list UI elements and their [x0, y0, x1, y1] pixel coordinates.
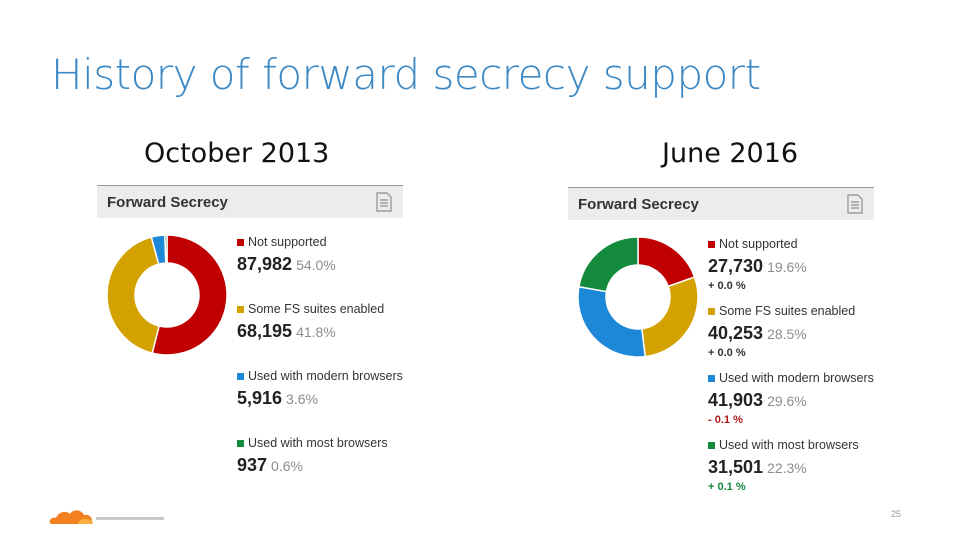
- legend-item-modern-browsers: Used with modern browsers 5,916 3.6%: [237, 369, 407, 409]
- document-icon[interactable]: [375, 192, 393, 212]
- donut-chart-2013: [106, 234, 228, 356]
- forward-secrecy-panel-2013: Forward Secrecy Not supported 87,982 54.0…: [97, 185, 403, 505]
- legend-label: Not supported: [719, 237, 798, 251]
- panel-header: Forward Secrecy: [97, 185, 403, 218]
- legend-item-modern-browsers: Used with modern browsers 41,903 29.6% - …: [708, 371, 878, 426]
- forward-secrecy-panel-2016: Forward Secrecy Not supported 27,730 19.6…: [568, 187, 874, 507]
- legend-item-some-fs: Some FS suites enabled 40,253 28.5% + 0.0…: [708, 304, 878, 359]
- slice-some-fs: [106, 236, 161, 355]
- slice-some-fs: [641, 276, 699, 358]
- slice-most-browsers: [164, 234, 168, 264]
- panel-title: Forward Secrecy: [107, 193, 228, 211]
- legend-label: Used with most browsers: [248, 436, 388, 450]
- panel-title: Forward Secrecy: [578, 195, 699, 213]
- legend-label: Used with modern browsers: [248, 369, 403, 383]
- legend-swatch: [708, 307, 715, 315]
- percent-value: 19.6%: [767, 259, 807, 275]
- legend-item-not-supported: Not supported 87,982 54.0%: [237, 235, 407, 275]
- legend-item-most-browsers: Used with most browsers 937 0.6%: [237, 436, 407, 476]
- change-value: + 0.1 %: [708, 481, 746, 493]
- count-value: 87,982: [237, 254, 293, 274]
- change-value: + 0.0 %: [708, 347, 746, 359]
- legend-swatch: [708, 441, 715, 449]
- slide-title: History of forward secrecy support: [51, 50, 761, 99]
- legend-item-not-supported: Not supported 27,730 19.6% + 0.0 %: [708, 237, 878, 292]
- legend-label: Not supported: [248, 235, 327, 249]
- percent-value: 54.0%: [296, 257, 336, 273]
- legend-item-most-browsers: Used with most browsers 31,501 22.3% + 0.…: [708, 438, 878, 493]
- slice-most-browsers: [578, 236, 639, 293]
- count-value: 5,916: [237, 388, 283, 408]
- legend-label: Some FS suites enabled: [719, 304, 856, 318]
- count-value: 27,730: [708, 256, 764, 276]
- percent-value: 41.8%: [296, 324, 336, 340]
- percent-value: 22.3%: [767, 460, 807, 476]
- cloud-logo: [49, 510, 164, 524]
- percent-value: 28.5%: [767, 326, 807, 342]
- change-value: - 0.1 %: [708, 414, 743, 426]
- slice-not-supported: [151, 234, 228, 356]
- count-value: 937: [237, 455, 268, 475]
- period-heading-right: June 2016: [662, 138, 799, 169]
- donut-chart-2016: [577, 236, 699, 358]
- legend-swatch: [708, 240, 715, 248]
- legend-swatch: [237, 439, 244, 447]
- percent-value: 0.6%: [271, 458, 303, 474]
- legend-swatch: [237, 305, 244, 313]
- page-number: 25: [891, 509, 902, 519]
- percent-value: 29.6%: [767, 393, 807, 409]
- legend-label: Used with modern browsers: [719, 371, 874, 385]
- change-value: + 0.0 %: [708, 280, 746, 292]
- legend-label: Some FS suites enabled: [248, 302, 385, 316]
- slice-modern-browsers: [577, 285, 647, 358]
- legend-item-some-fs: Some FS suites enabled 68,195 41.8%: [237, 302, 407, 342]
- legend-label: Used with most browsers: [719, 438, 859, 452]
- period-heading-left: October 2013: [144, 138, 330, 169]
- legend-swatch: [708, 374, 715, 382]
- count-value: 41,903: [708, 390, 764, 410]
- legend-swatch: [237, 238, 244, 246]
- panel-header: Forward Secrecy: [568, 187, 874, 220]
- count-value: 40,253: [708, 323, 764, 343]
- percent-value: 3.6%: [286, 391, 318, 407]
- count-value: 31,501: [708, 457, 764, 477]
- slice-not-supported: [637, 236, 696, 288]
- count-value: 68,195: [237, 321, 293, 341]
- document-icon[interactable]: [846, 194, 864, 214]
- legend-swatch: [237, 372, 244, 380]
